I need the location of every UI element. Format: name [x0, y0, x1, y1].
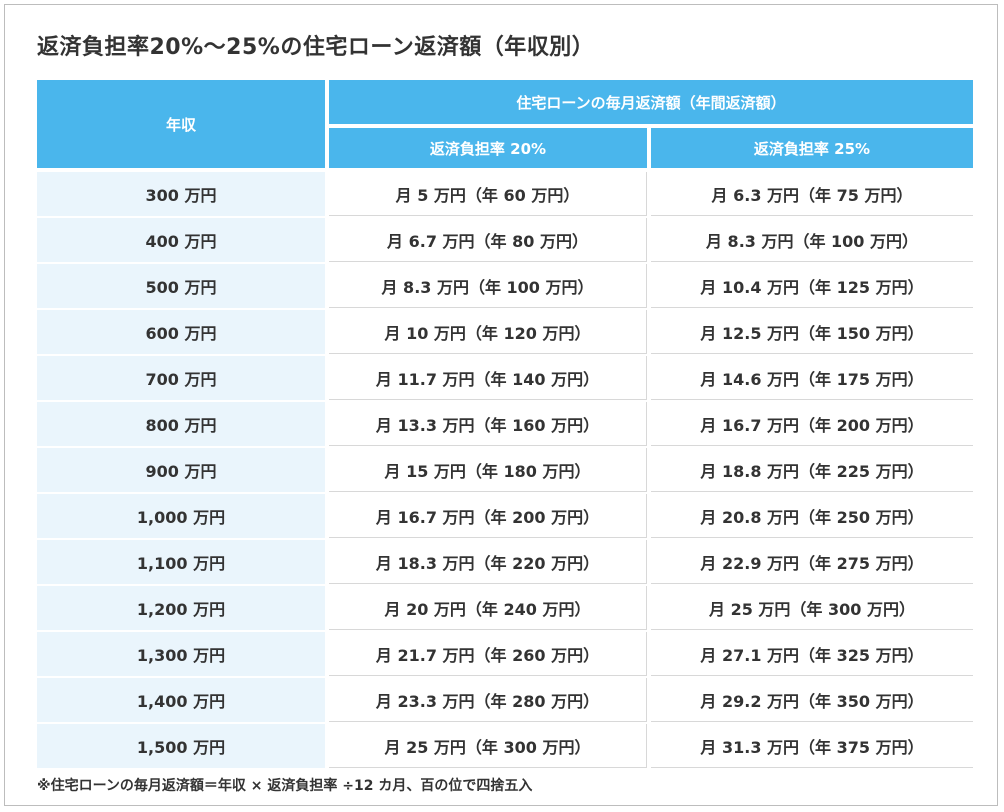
cell-rate-20: 月 18.3 万円（年 220 万円）	[329, 540, 647, 584]
cell-rate-25: 月 8.3 万円（年 100 万円）	[651, 218, 973, 262]
table-row: 1,400 万円 月 23.3 万円（年 280 万円） 月 29.2 万円（年…	[37, 678, 973, 724]
table-header: 年収 住宅ローンの毎月返済額（年間返済額） 返済負担率 20% 返済負担率 25…	[37, 80, 973, 170]
table-row: 900 万円 月 15 万円（年 180 万円） 月 18.8 万円（年 225…	[37, 448, 973, 494]
cell-rate-20: 月 21.7 万円（年 260 万円）	[329, 632, 647, 676]
cell-rate-25: 月 18.8 万円（年 225 万円）	[651, 448, 973, 492]
cell-annual-income: 500 万円	[37, 264, 325, 308]
cell-annual-income: 800 万円	[37, 402, 325, 446]
cell-rate-20: 月 15 万円（年 180 万円）	[329, 448, 647, 492]
cell-rate-20: 月 6.7 万円（年 80 万円）	[329, 218, 647, 262]
cell-rate-20: 月 23.3 万円（年 280 万円）	[329, 678, 647, 722]
table-row: 1,300 万円 月 21.7 万円（年 260 万円） 月 27.1 万円（年…	[37, 632, 973, 678]
cell-rate-25: 月 27.1 万円（年 325 万円）	[651, 632, 973, 676]
cell-rate-25: 月 10.4 万円（年 125 万円）	[651, 264, 973, 308]
table-row: 700 万円 月 11.7 万円（年 140 万円） 月 14.6 万円（年 1…	[37, 356, 973, 402]
cell-annual-income: 1,300 万円	[37, 632, 325, 676]
table-row: 400 万円 月 6.7 万円（年 80 万円） 月 8.3 万円（年 100 …	[37, 218, 973, 264]
table-row: 600 万円 月 10 万円（年 120 万円） 月 12.5 万円（年 150…	[37, 310, 973, 356]
cell-annual-income: 1,000 万円	[37, 494, 325, 538]
footnote: ※住宅ローンの毎月返済額＝年収 × 返済負担率 ÷12 カ月、百の位で四捨五入	[37, 778, 533, 794]
cell-annual-income: 900 万円	[37, 448, 325, 492]
table-row: 1,200 万円 月 20 万円（年 240 万円） 月 25 万円（年 300…	[37, 586, 973, 632]
table-row: 1,100 万円 月 18.3 万円（年 220 万円） 月 22.9 万円（年…	[37, 540, 973, 586]
cell-rate-25: 月 16.7 万円（年 200 万円）	[651, 402, 973, 446]
cell-rate-20: 月 25 万円（年 300 万円）	[329, 724, 647, 768]
cell-annual-income: 700 万円	[37, 356, 325, 400]
cell-rate-20: 月 10 万円（年 120 万円）	[329, 310, 647, 354]
cell-rate-20: 月 16.7 万円（年 200 万円）	[329, 494, 647, 538]
cell-rate-25: 月 22.9 万円（年 275 万円）	[651, 540, 973, 584]
cell-annual-income: 1,500 万円	[37, 724, 325, 768]
table-body: 300 万円 月 5 万円（年 60 万円） 月 6.3 万円（年 75 万円）…	[37, 172, 973, 770]
page-title: 返済負担率20%〜25%の住宅ローン返済額（年収別）	[37, 35, 595, 60]
cell-rate-25: 月 6.3 万円（年 75 万円）	[651, 172, 973, 216]
repayment-table: 年収 住宅ローンの毎月返済額（年間返済額） 返済負担率 20% 返済負担率 25…	[37, 80, 973, 770]
cell-rate-25: 月 31.3 万円（年 375 万円）	[651, 724, 973, 768]
header-monthly-repayment-group: 住宅ローンの毎月返済額（年間返済額）	[329, 80, 973, 124]
table-row: 500 万円 月 8.3 万円（年 100 万円） 月 10.4 万円（年 12…	[37, 264, 973, 310]
header-rate-20: 返済負担率 20%	[329, 128, 647, 168]
cell-rate-25: 月 14.6 万円（年 175 万円）	[651, 356, 973, 400]
cell-annual-income: 300 万円	[37, 172, 325, 216]
cell-rate-20: 月 13.3 万円（年 160 万円）	[329, 402, 647, 446]
cell-rate-25: 月 12.5 万円（年 150 万円）	[651, 310, 973, 354]
table-row: 1,000 万円 月 16.7 万円（年 200 万円） 月 20.8 万円（年…	[37, 494, 973, 540]
cell-rate-20: 月 8.3 万円（年 100 万円）	[329, 264, 647, 308]
table-row: 1,500 万円 月 25 万円（年 300 万円） 月 31.3 万円（年 3…	[37, 724, 973, 770]
header-rate-25: 返済負担率 25%	[651, 128, 973, 168]
content-frame: 返済負担率20%〜25%の住宅ローン返済額（年収別） 年収 住宅ローンの毎月返済…	[4, 4, 998, 806]
cell-rate-20: 月 5 万円（年 60 万円）	[329, 172, 647, 216]
cell-rate-25: 月 20.8 万円（年 250 万円）	[651, 494, 973, 538]
header-annual-income: 年収	[37, 80, 325, 168]
cell-rate-20: 月 11.7 万円（年 140 万円）	[329, 356, 647, 400]
cell-annual-income: 600 万円	[37, 310, 325, 354]
cell-annual-income: 1,100 万円	[37, 540, 325, 584]
cell-annual-income: 400 万円	[37, 218, 325, 262]
cell-annual-income: 1,200 万円	[37, 586, 325, 630]
table-row: 300 万円 月 5 万円（年 60 万円） 月 6.3 万円（年 75 万円）	[37, 172, 973, 218]
table-row: 800 万円 月 13.3 万円（年 160 万円） 月 16.7 万円（年 2…	[37, 402, 973, 448]
cell-rate-25: 月 25 万円（年 300 万円）	[651, 586, 973, 630]
cell-rate-25: 月 29.2 万円（年 350 万円）	[651, 678, 973, 722]
cell-annual-income: 1,400 万円	[37, 678, 325, 722]
cell-rate-20: 月 20 万円（年 240 万円）	[329, 586, 647, 630]
